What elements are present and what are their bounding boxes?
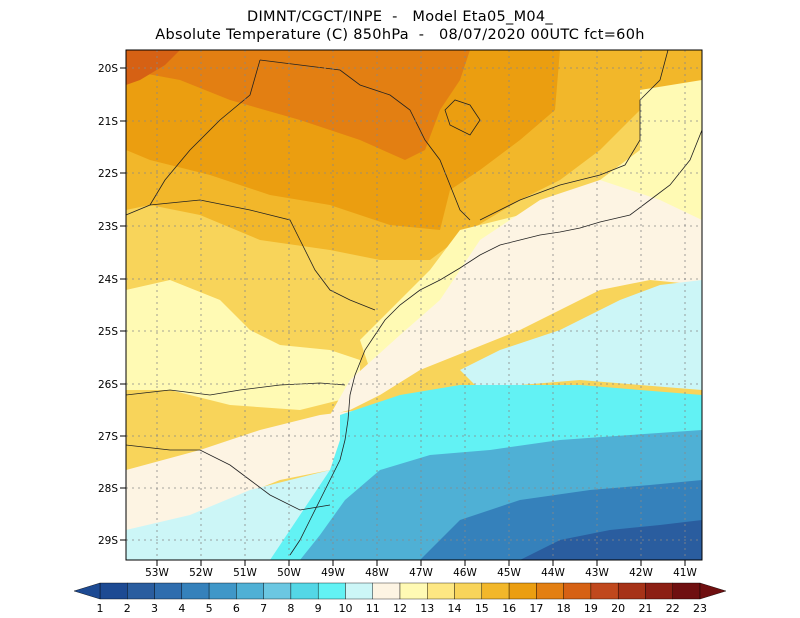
colorbar-label: 15 bbox=[475, 602, 489, 615]
colorbar-label: 8 bbox=[287, 602, 294, 615]
colorbar-segment bbox=[99, 582, 128, 600]
state-border-sp-pr bbox=[149, 199, 376, 311]
colorbar-label: 7 bbox=[260, 602, 267, 615]
colorbar-label: 3 bbox=[151, 602, 158, 615]
colorbar-segment bbox=[263, 582, 292, 600]
colorbar-label: 23 bbox=[693, 602, 707, 615]
lon-label-50w: 50W bbox=[277, 567, 301, 579]
field-blue-deepest bbox=[520, 520, 702, 560]
colorbar-segment bbox=[427, 582, 455, 600]
state-border-sp-mg bbox=[259, 59, 471, 221]
lat-label-24s: 24S bbox=[98, 274, 118, 286]
colorbar-label: 17 bbox=[529, 602, 543, 615]
field-pale-west bbox=[126, 280, 360, 410]
lat-label-28s: 28S bbox=[98, 483, 118, 495]
state-border-sc-rs bbox=[126, 444, 331, 511]
colorbar-label: 9 bbox=[315, 602, 322, 615]
colorbar-segment bbox=[208, 582, 237, 600]
colorbar-segment bbox=[536, 582, 564, 600]
lon-label-47w: 47W bbox=[409, 567, 433, 579]
colorbar-label: 10 bbox=[338, 602, 352, 615]
colorbar-segment bbox=[563, 582, 592, 600]
colorbar-label: 19 bbox=[584, 602, 598, 615]
colorbar-right-arrow bbox=[699, 582, 727, 600]
map-title-line2: Absolute Temperature (C) 850hPa - 08/07/… bbox=[155, 27, 645, 43]
coastline bbox=[289, 129, 702, 556]
colorbar-segment bbox=[127, 582, 155, 600]
colorbar-segment bbox=[454, 582, 483, 600]
lat-label-25s: 25S bbox=[98, 326, 118, 338]
field-cream-south bbox=[126, 410, 380, 530]
map-title-line1: DIMNT/CGCT/INPE - Model Eta05_M04_ bbox=[247, 9, 553, 25]
colorbar-label: 13 bbox=[420, 602, 434, 615]
field-hottest bbox=[126, 50, 180, 85]
lon-label-51w: 51W bbox=[233, 567, 257, 579]
colorbar-label: 6 bbox=[233, 602, 240, 615]
state-border-pr-sc bbox=[126, 382, 346, 396]
colorbar-segment bbox=[590, 582, 619, 600]
colorbar-segment bbox=[317, 582, 346, 600]
lon-label-53w: 53W bbox=[145, 567, 169, 579]
lat-label-26s: 26S bbox=[98, 379, 118, 391]
lon-label-52w: 52W bbox=[189, 567, 213, 579]
colorbar-segment bbox=[399, 582, 428, 600]
lon-label-45w: 45W bbox=[497, 567, 521, 579]
field-cream bbox=[330, 180, 702, 415]
field-cyan bbox=[270, 385, 702, 560]
colorbar: 1 2 3 4 5 6 7 8 9 10 11 12 13 14 15 16 17 18 19 20 21 22 23 bbox=[73, 582, 727, 615]
colorbar-segment bbox=[481, 582, 510, 600]
colorbar-label: 22 bbox=[666, 602, 680, 615]
colorbar-segment bbox=[508, 582, 537, 600]
colorbar-segment bbox=[617, 582, 646, 600]
colorbar-segment bbox=[290, 582, 319, 600]
colorbar-label: 14 bbox=[448, 602, 462, 615]
lon-label-43w: 43W bbox=[585, 567, 609, 579]
lon-labels: 53W 52W 51W 50W 49W 48W 47W 46W 45W 44W … bbox=[145, 567, 697, 579]
colorbar-label: 1 bbox=[97, 602, 104, 615]
colorbar-label: 2 bbox=[124, 602, 131, 615]
field-cool-east bbox=[460, 280, 702, 390]
colorbar-label: 20 bbox=[611, 602, 625, 615]
state-border-mg-rj bbox=[479, 50, 669, 221]
lon-label-49w: 49W bbox=[321, 567, 345, 579]
colorbar-label: 12 bbox=[393, 602, 407, 615]
lon-label-41w: 41W bbox=[673, 567, 697, 579]
plot-frame bbox=[125, 49, 703, 561]
colorbar-segment bbox=[236, 582, 264, 600]
lat-labels: 20S 21S 22S 23S 24S 25S 26S 27S 28S 29S bbox=[98, 63, 118, 547]
colorbar-label: 16 bbox=[502, 602, 516, 615]
lat-label-22s: 22S bbox=[98, 168, 118, 180]
colorbar-segment bbox=[672, 582, 701, 600]
colorbar-label: 11 bbox=[366, 602, 380, 615]
state-border-ms-sp bbox=[126, 59, 261, 216]
lat-label-21s: 21S bbox=[98, 116, 118, 128]
colorbar-segment bbox=[181, 582, 210, 600]
boundaries bbox=[126, 50, 702, 556]
colorbar-label: 21 bbox=[638, 602, 652, 615]
lon-label-44w: 44W bbox=[541, 567, 565, 579]
lon-label-46w: 46W bbox=[453, 567, 477, 579]
lat-label-27s: 27S bbox=[98, 431, 118, 443]
colorbar-segment bbox=[345, 582, 373, 600]
tick-marks bbox=[120, 67, 686, 566]
colorbar-segment bbox=[372, 582, 401, 600]
colorbar-segment bbox=[645, 582, 673, 600]
lat-label-29s: 29S bbox=[98, 535, 118, 547]
colorbar-label: 18 bbox=[557, 602, 571, 615]
gridlines bbox=[126, 50, 702, 560]
temperature-field bbox=[126, 50, 702, 560]
lake-shape bbox=[444, 99, 481, 136]
lat-label-23s: 23S bbox=[98, 221, 118, 233]
lat-label-20s: 20S bbox=[98, 63, 118, 75]
colorbar-label: 4 bbox=[178, 602, 185, 615]
colorbar-left-arrow bbox=[73, 582, 101, 600]
field-hot bbox=[126, 50, 470, 160]
colorbar-label: 5 bbox=[206, 602, 213, 615]
colorbar-segment bbox=[154, 582, 183, 600]
lon-label-42w: 42W bbox=[629, 567, 653, 579]
lon-label-48w: 48W bbox=[365, 567, 389, 579]
